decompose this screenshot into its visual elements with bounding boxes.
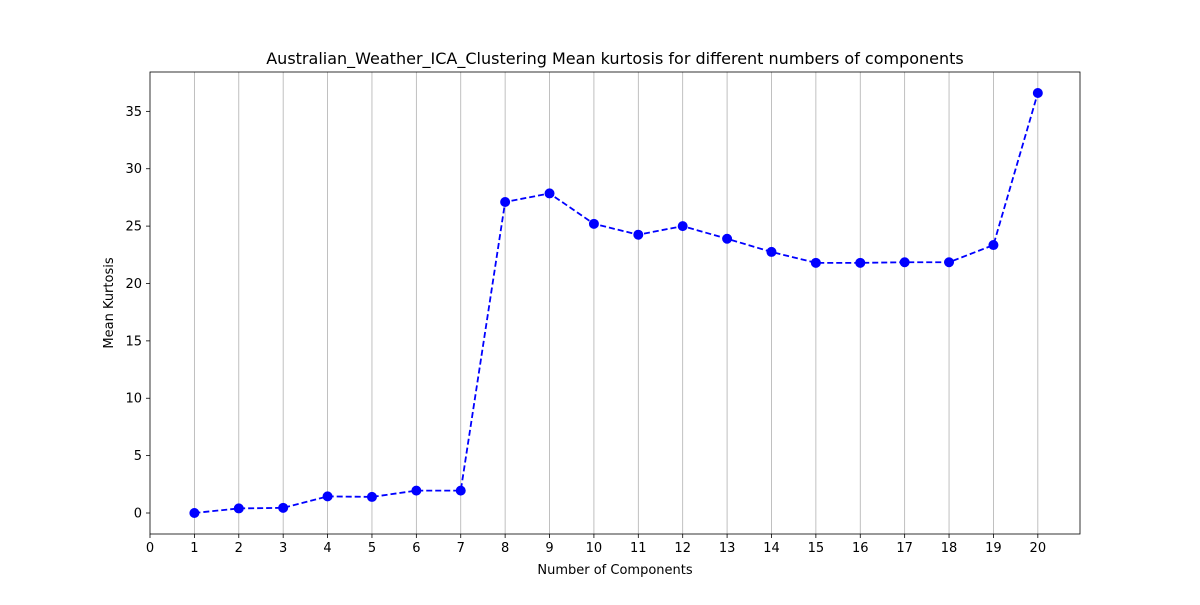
x-tick-label-9: 9 [545,541,553,556]
data-point-2 [233,503,244,514]
x-tick-label-10: 10 [586,541,603,556]
x-tick-label-19: 19 [985,541,1002,556]
data-point-18 [944,257,955,268]
data-point-12 [677,221,688,232]
x-tick-label-18: 18 [941,541,958,556]
y-tick-label-15: 15 [125,334,142,349]
y-axis-label: Mean Kurtosis [102,257,117,348]
series-layer [189,88,1043,518]
data-point-9 [544,188,555,199]
y-tick-label-10: 10 [125,392,142,407]
data-point-4 [322,491,333,502]
x-tick-label-7: 7 [457,541,465,556]
x-tick-label-3: 3 [279,541,287,556]
x-tick-label-6: 6 [412,541,420,556]
data-point-8 [500,197,511,208]
x-tick-label-5: 5 [368,541,376,556]
x-tick-label-0: 0 [146,541,154,556]
x-tick-label-20: 20 [1030,541,1047,556]
x-tick-label-14: 14 [763,541,780,556]
x-tick-label-1: 1 [190,541,198,556]
data-point-14 [766,246,777,257]
data-point-7 [455,485,466,496]
y-tick-label-5: 5 [134,449,142,464]
x-axis-label: Number of Components [537,563,692,578]
data-point-20 [1032,88,1043,98]
data-point-19 [988,240,999,251]
plot-frame [149,71,1081,535]
data-point-17 [899,257,910,268]
data-point-11 [633,229,644,240]
data-point-10 [588,218,599,229]
x-tick-label-11: 11 [630,541,647,556]
y-tick-label-30: 30 [125,162,142,177]
x-tick-label-16: 16 [852,541,869,556]
data-point-5 [366,491,377,502]
data-point-1 [189,508,200,518]
y-tick-label-20: 20 [125,277,142,292]
data-point-15 [810,257,821,268]
x-tick-label-8: 8 [501,541,509,556]
y-tick-label-25: 25 [125,220,142,235]
chart-title: Australian_Weather_ICA_Clustering Mean k… [266,49,964,69]
y-tick-label-0: 0 [134,507,142,522]
data-point-13 [722,233,733,244]
x-tick-label-13: 13 [719,541,736,556]
data-point-6 [411,485,422,496]
x-tick-label-15: 15 [808,541,825,556]
x-tick-label-12: 12 [674,541,691,556]
axes: 0 1 2 3 4 5 6 7 8 9 10 11 12 13 14 15 16 17 18 19 2005101520… [125,71,1081,556]
gridlines [193,72,1039,534]
data-point-16 [855,257,866,268]
x-tick-label-4: 4 [323,541,331,556]
data-point-3 [278,502,289,513]
y-tick-label-35: 35 [125,105,142,120]
x-tick-label-2: 2 [235,541,243,556]
x-tick-label-17: 17 [896,541,913,556]
